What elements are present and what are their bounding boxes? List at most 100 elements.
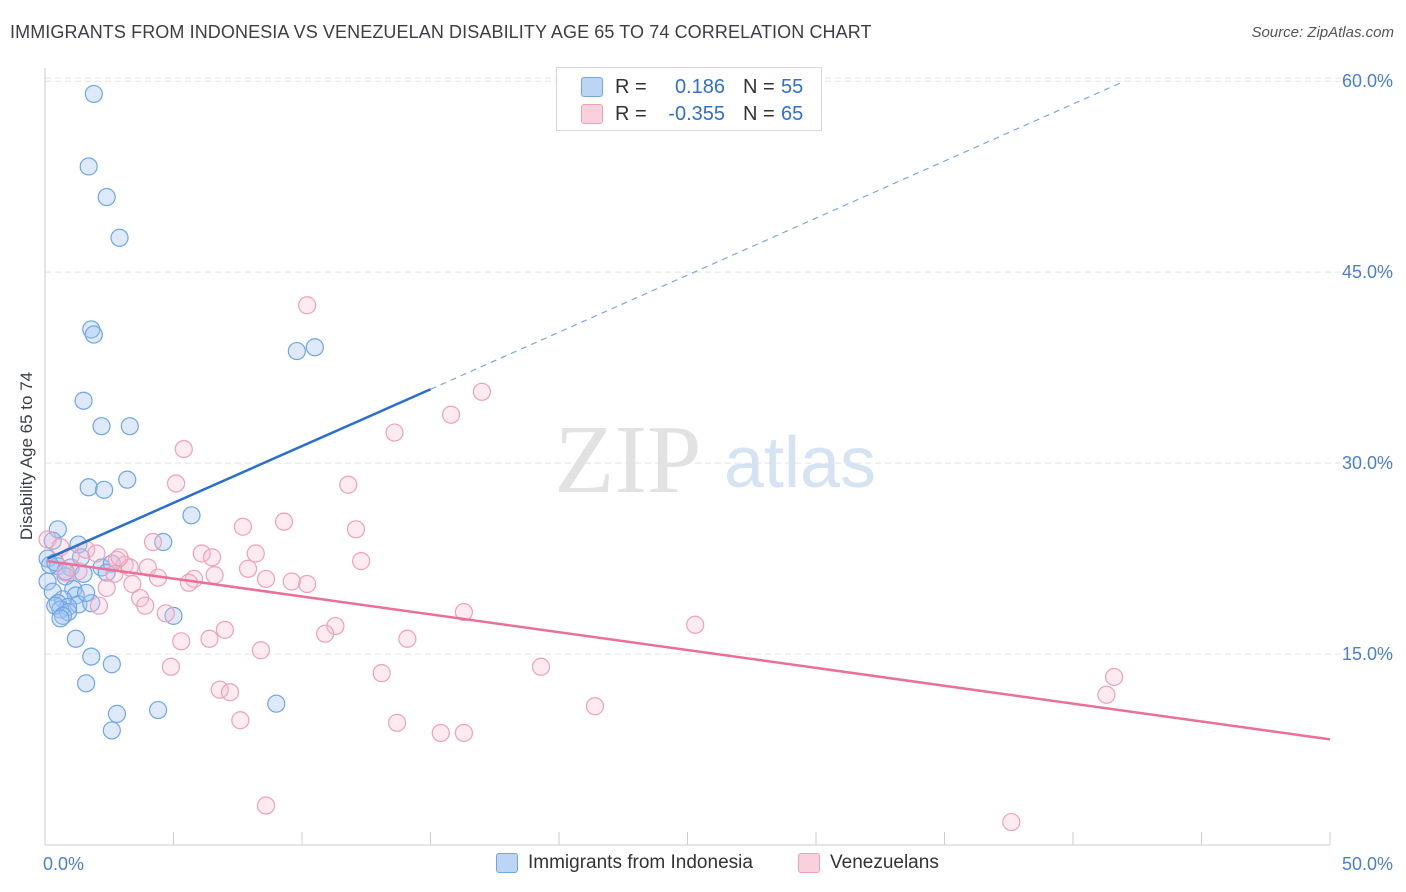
point-indonesia bbox=[118, 470, 137, 489]
point-venezuelans bbox=[215, 620, 234, 639]
bottom-legend-venezuelans: Venezuelans bbox=[798, 852, 939, 874]
legend-n-value: 55 bbox=[781, 75, 804, 98]
point-venezuelans bbox=[161, 657, 181, 676]
point-venezuelans bbox=[316, 624, 335, 643]
source-label: Source: ZipAtlas.com bbox=[1251, 24, 1394, 41]
point-venezuelans bbox=[205, 566, 224, 585]
point-indonesia bbox=[287, 341, 306, 361]
point-venezuelans bbox=[200, 629, 219, 648]
bottom-legend-indonesia: Immigrants from Indonesia bbox=[496, 852, 753, 874]
point-venezuelans bbox=[1105, 667, 1124, 687]
legend-r-value: 0.186 bbox=[674, 75, 725, 98]
point-venezuelans bbox=[166, 474, 186, 493]
axes bbox=[44, 68, 1331, 846]
point-indonesia bbox=[43, 582, 62, 601]
point-venezuelans bbox=[585, 697, 605, 716]
x-tick-label: 50.0% bbox=[1342, 854, 1393, 874]
trend-lines bbox=[47, 80, 1331, 741]
point-indonesia bbox=[74, 391, 93, 410]
point-venezuelans bbox=[398, 629, 417, 648]
point-venezuelans bbox=[326, 616, 345, 636]
legend-swatch-pink bbox=[581, 104, 603, 124]
point-indonesia bbox=[102, 655, 121, 674]
point-indonesia bbox=[66, 629, 85, 648]
point-venezuelans bbox=[156, 604, 175, 623]
point-venezuelans bbox=[110, 548, 129, 567]
point-indonesia bbox=[148, 700, 168, 720]
point-indonesia bbox=[110, 228, 129, 247]
point-indonesia bbox=[97, 187, 116, 207]
point-venezuelans bbox=[454, 723, 474, 743]
y-tick-label: 45.0% bbox=[1342, 262, 1393, 282]
point-indonesia bbox=[92, 417, 111, 436]
point-indonesia bbox=[102, 721, 121, 740]
point-indonesia bbox=[305, 338, 324, 357]
point-indonesia bbox=[82, 647, 101, 666]
legend-row-indonesia: R = 0.186 N = 55 bbox=[581, 75, 803, 99]
chart-title: IMMIGRANTS FROM INDONESIA VS VENEZUELAN … bbox=[10, 22, 872, 42]
y-tick-label: 60.0% bbox=[1342, 71, 1393, 91]
point-venezuelans bbox=[1097, 685, 1116, 704]
point-venezuelans bbox=[274, 512, 294, 531]
legend-r-value: -0.355 bbox=[668, 102, 725, 125]
point-venezuelans bbox=[387, 713, 407, 732]
point-venezuelans bbox=[472, 382, 491, 401]
point-venezuelans bbox=[686, 615, 705, 634]
point-indonesia bbox=[154, 532, 173, 552]
point-venezuelans bbox=[385, 423, 404, 442]
point-venezuelans bbox=[172, 632, 191, 651]
trend-extension-indonesia bbox=[430, 80, 1125, 390]
point-venezuelans bbox=[441, 405, 461, 424]
y-axis-label: Disability Age 65 to 74 bbox=[17, 372, 36, 540]
point-indonesia bbox=[84, 84, 103, 104]
point-venezuelans bbox=[56, 563, 75, 582]
trend-line-indonesia bbox=[47, 388, 432, 560]
point-venezuelans bbox=[174, 439, 193, 459]
point-venezuelans bbox=[282, 572, 301, 591]
watermark-zip: ZIP bbox=[555, 406, 702, 514]
point-venezuelans bbox=[97, 578, 116, 597]
point-venezuelans bbox=[339, 475, 358, 494]
point-venezuelans bbox=[136, 596, 155, 615]
point-venezuelans bbox=[298, 296, 317, 315]
point-indonesia bbox=[120, 417, 139, 436]
point-venezuelans bbox=[531, 657, 551, 676]
point-venezuelans bbox=[256, 796, 276, 815]
point-venezuelans bbox=[256, 569, 276, 589]
point-venezuelans bbox=[231, 711, 250, 730]
point-venezuelans bbox=[143, 532, 163, 552]
legend-r-label: R = bbox=[615, 75, 647, 98]
x-tick-label: 0.0% bbox=[43, 854, 84, 874]
bottom-legend: Immigrants from Indonesia Venezuelans bbox=[0, 852, 1406, 878]
trend-line-venezuelans bbox=[47, 559, 1331, 741]
point-indonesia bbox=[53, 606, 73, 625]
point-venezuelans bbox=[346, 520, 366, 539]
point-indonesia bbox=[267, 694, 286, 713]
point-venezuelans bbox=[220, 683, 240, 702]
point-venezuelans bbox=[87, 544, 106, 563]
bottom-legend-label: Immigrants from Indonesia bbox=[528, 852, 753, 873]
point-venezuelans bbox=[202, 548, 222, 567]
point-indonesia bbox=[95, 480, 114, 499]
point-venezuelans bbox=[238, 559, 258, 578]
point-indonesia bbox=[82, 320, 101, 339]
point-venezuelans bbox=[192, 544, 211, 563]
point-venezuelans bbox=[123, 574, 142, 594]
legend: R = 0.186 N = 55 R = -0.355 N = 65 bbox=[556, 67, 822, 131]
legend-swatch-blue bbox=[581, 77, 603, 97]
point-venezuelans bbox=[454, 602, 474, 622]
legend-swatch-pink bbox=[798, 853, 820, 873]
legend-n-label: N = bbox=[743, 75, 775, 98]
point-venezuelans bbox=[372, 664, 391, 683]
point-venezuelans bbox=[298, 574, 317, 594]
point-venezuelans bbox=[1002, 812, 1021, 832]
point-venezuelans bbox=[431, 723, 450, 743]
point-indonesia bbox=[79, 478, 98, 497]
point-indonesia bbox=[182, 506, 201, 525]
point-indonesia bbox=[77, 674, 96, 693]
point-indonesia bbox=[51, 609, 70, 628]
point-indonesia bbox=[107, 704, 127, 723]
point-venezuelans bbox=[352, 552, 371, 571]
legend-r-label: R = bbox=[615, 102, 647, 125]
legend-row-venezuelans: R = -0.355 N = 65 bbox=[581, 102, 803, 126]
